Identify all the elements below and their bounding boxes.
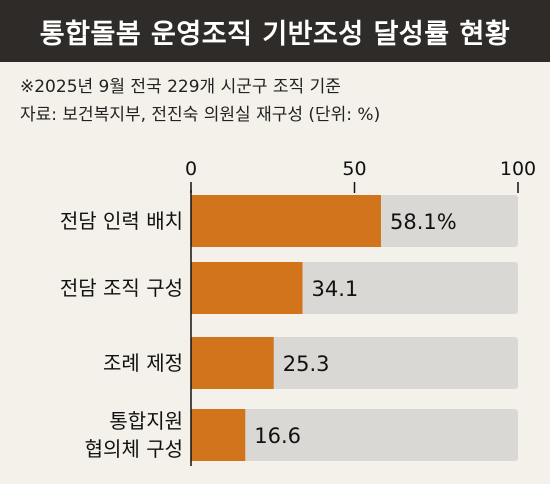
data-label: 25.3 xyxy=(283,352,330,376)
bar xyxy=(191,337,274,389)
category-label: 전담 인력 배치 xyxy=(60,209,183,233)
category-label: 전담 조직 구성 xyxy=(60,276,183,300)
x-tick-label: 100 xyxy=(500,158,536,180)
category-label: 조례 제정 xyxy=(103,351,183,375)
x-tick-label: 50 xyxy=(342,158,366,180)
category-label: 협의체 구성 xyxy=(85,437,183,461)
bar xyxy=(191,195,381,247)
category-label: 통합지원 xyxy=(109,409,183,433)
bar xyxy=(191,409,246,461)
data-label: 58.1% xyxy=(390,210,457,234)
bar-track xyxy=(191,409,518,461)
chart-note-source: 자료: 보건복지부, 전진숙 의원실 재구성 (단위: %) xyxy=(20,105,381,125)
bar xyxy=(191,262,303,314)
chart-title: 통합돌봄 운영조직 기반조성 달성률 현황 xyxy=(0,0,550,62)
data-label: 16.6 xyxy=(254,424,301,448)
data-label: 34.1 xyxy=(312,277,359,301)
chart-note-basis: ※2025년 9월 전국 229개 시군구 조직 기준 xyxy=(20,77,341,97)
x-tick-label: 0 xyxy=(185,158,197,180)
